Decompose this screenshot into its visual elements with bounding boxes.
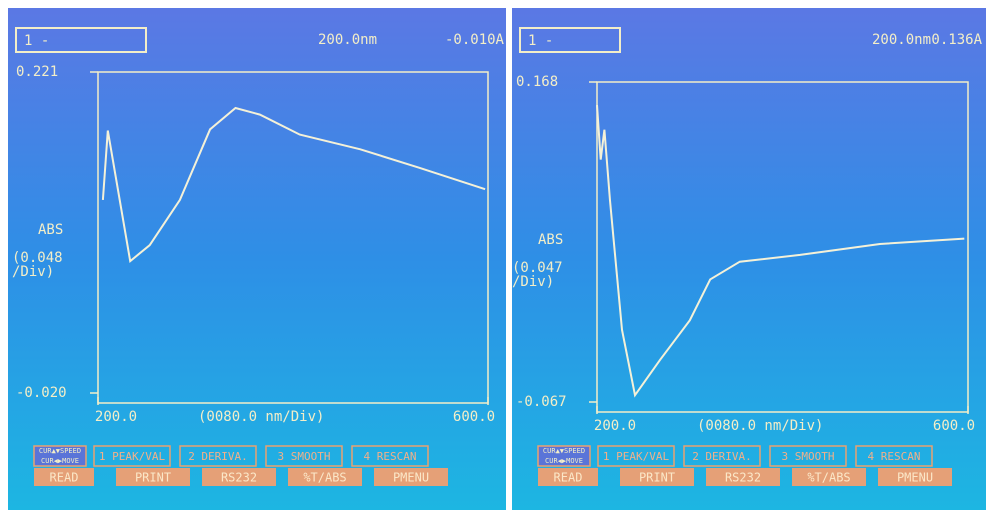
softkey-text: 3 SMOOTH (278, 450, 331, 463)
menu-key-text: PMENU (393, 471, 429, 485)
menu-key-text: %T/ABS (303, 471, 346, 485)
menu-key-text: PMENU (897, 471, 933, 485)
cursor-key-text: CUR◀▶MOVE (545, 457, 583, 465)
y-tick-label: -0.020 (16, 385, 67, 401)
y-tick-label: 0.221 (16, 64, 58, 80)
menu-key-text: RS232 (221, 471, 257, 485)
x-scale: (0080.0 nm/Div) (198, 409, 324, 425)
menu-key-text: RS232 (725, 471, 761, 485)
header-box-text: 1 - (24, 33, 49, 49)
menu-key-text: PRINT (135, 471, 171, 485)
cursor-key-text: CUR▲▼SPEED (39, 447, 81, 455)
softkey-text: 4 RESCAN (868, 450, 921, 463)
x-tick-label: 200.0 (95, 409, 137, 425)
wavelength: 200.0nm (872, 32, 931, 48)
softkey-text: 4 RESCAN (364, 450, 417, 463)
header-box-text: 1 - (528, 33, 553, 49)
screen-left (8, 8, 506, 510)
y-tick-label: 0.168 (516, 74, 558, 90)
y-axis-label: ABS (538, 232, 563, 248)
x-tick-label: 600.0 (933, 418, 975, 434)
softkey-text: 1 PEAK/VAL (99, 450, 166, 463)
menu-key-text: READ (554, 471, 583, 485)
x-tick-label: 600.0 (453, 409, 495, 425)
softkey-text: 1 PEAK/VAL (603, 450, 670, 463)
screen-right (512, 8, 986, 510)
menu-key-text: %T/ABS (807, 471, 850, 485)
screenshot: 1 - 200.0nm -0.010A -0.020 0.221 200.0 600.0 AB… (0, 0, 990, 515)
menu-key-text: READ (50, 471, 79, 485)
y-tick-label: -0.067 (516, 394, 567, 410)
x-scale: (0080.0 nm/Div) (697, 418, 823, 434)
softkey-text: 2 DERIVA. (692, 450, 752, 463)
softkey-text: 2 DERIVA. (188, 450, 248, 463)
reading: 0.136A (931, 32, 982, 48)
reading: -0.010A (445, 32, 505, 48)
softkey-text: 3 SMOOTH (782, 450, 835, 463)
x-tick-label: 200.0 (594, 418, 636, 434)
y-scale: /Div) (12, 264, 54, 280)
menu-key-text: PRINT (639, 471, 675, 485)
y-axis-label: ABS (38, 222, 63, 238)
y-scale: /Div) (512, 274, 554, 290)
cursor-key-text: CUR◀▶MOVE (41, 457, 79, 465)
cursor-key-text: CUR▲▼SPEED (543, 447, 585, 455)
wavelength: 200.0nm (318, 32, 377, 48)
